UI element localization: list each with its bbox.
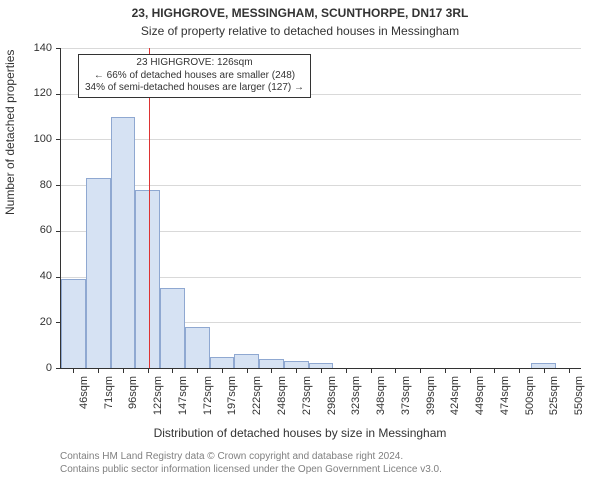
xtick-label: 46sqm — [78, 376, 90, 426]
histogram-bar — [111, 117, 136, 368]
ytick-mark — [56, 185, 61, 186]
footer-line2: Contains public sector information licen… — [60, 463, 442, 476]
xtick-mark — [197, 368, 198, 373]
ytick-label: 100 — [12, 133, 52, 145]
xtick-label: 248sqm — [276, 376, 288, 426]
xtick-label: 323sqm — [350, 376, 362, 426]
ytick-mark — [56, 48, 61, 49]
histogram-bar — [86, 178, 111, 368]
xtick-label: 500sqm — [524, 376, 536, 426]
xtick-mark — [519, 368, 520, 373]
xtick-label: 122sqm — [152, 376, 164, 426]
annotation-line: ← 66% of detached houses are smaller (24… — [85, 70, 304, 83]
xtick-mark — [445, 368, 446, 373]
histogram-bar — [284, 361, 309, 368]
ytick-label: 40 — [12, 270, 52, 282]
histogram-bar — [160, 288, 185, 368]
chart-container: 23, HIGHGROVE, MESSINGHAM, SCUNTHORPE, D… — [0, 0, 600, 500]
xtick-mark — [296, 368, 297, 373]
xtick-mark — [544, 368, 545, 373]
xtick-mark — [271, 368, 272, 373]
xtick-label: 298sqm — [326, 376, 338, 426]
xtick-mark — [346, 368, 347, 373]
footer-attribution: Contains HM Land Registry data © Crown c… — [60, 450, 442, 476]
xtick-label: 550sqm — [573, 376, 585, 426]
xtick-mark — [172, 368, 173, 373]
xtick-label: 449sqm — [474, 376, 486, 426]
xtick-mark — [569, 368, 570, 373]
ytick-mark — [56, 94, 61, 95]
xtick-label: 222sqm — [251, 376, 263, 426]
xtick-mark — [98, 368, 99, 373]
x-axis-label: Distribution of detached houses by size … — [0, 426, 600, 440]
xtick-mark — [222, 368, 223, 373]
ytick-label: 120 — [12, 87, 52, 99]
histogram-bar — [210, 357, 235, 368]
chart-title: 23, HIGHGROVE, MESSINGHAM, SCUNTHORPE, D… — [0, 6, 600, 20]
y-axis-label: Number of detached properties — [3, 199, 17, 215]
footer-line1: Contains HM Land Registry data © Crown c… — [60, 450, 442, 463]
xtick-label: 197sqm — [226, 376, 238, 426]
annotation-line: 34% of semi-detached houses are larger (… — [85, 82, 304, 95]
xtick-label: 96sqm — [127, 376, 139, 426]
ytick-mark — [56, 231, 61, 232]
xtick-label: 147sqm — [177, 376, 189, 426]
xtick-label: 525sqm — [548, 376, 560, 426]
xtick-mark — [494, 368, 495, 373]
histogram-bar — [185, 327, 210, 368]
histogram-bar — [61, 279, 86, 368]
histogram-bar — [135, 190, 160, 368]
ytick-label: 60 — [12, 224, 52, 236]
xtick-mark — [395, 368, 396, 373]
ytick-mark — [56, 368, 61, 369]
xtick-label: 348sqm — [375, 376, 387, 426]
chart-subtitle: Size of property relative to detached ho… — [0, 24, 600, 38]
gridline — [61, 139, 581, 140]
xtick-mark — [321, 368, 322, 373]
ytick-label: 20 — [12, 316, 52, 328]
xtick-mark — [470, 368, 471, 373]
ytick-label: 140 — [12, 42, 52, 54]
xtick-mark — [247, 368, 248, 373]
xtick-mark — [420, 368, 421, 373]
xtick-mark — [123, 368, 124, 373]
annotation-line: 23 HIGHGROVE: 126sqm — [85, 57, 304, 70]
xtick-label: 273sqm — [301, 376, 313, 426]
ytick-label: 80 — [12, 179, 52, 191]
xtick-mark — [371, 368, 372, 373]
annotation-box: 23 HIGHGROVE: 126sqm← 66% of detached ho… — [78, 54, 311, 98]
xtick-label: 373sqm — [400, 376, 412, 426]
ytick-mark — [56, 277, 61, 278]
xtick-label: 424sqm — [449, 376, 461, 426]
histogram-bar — [234, 354, 259, 368]
xtick-mark — [148, 368, 149, 373]
gridline — [61, 48, 581, 49]
xtick-mark — [73, 368, 74, 373]
gridline — [61, 185, 581, 186]
ytick-label: 0 — [12, 362, 52, 374]
xtick-label: 474sqm — [499, 376, 511, 426]
xtick-label: 71sqm — [103, 376, 115, 426]
xtick-label: 399sqm — [425, 376, 437, 426]
histogram-bar — [259, 359, 284, 368]
ytick-mark — [56, 139, 61, 140]
xtick-label: 172sqm — [202, 376, 214, 426]
